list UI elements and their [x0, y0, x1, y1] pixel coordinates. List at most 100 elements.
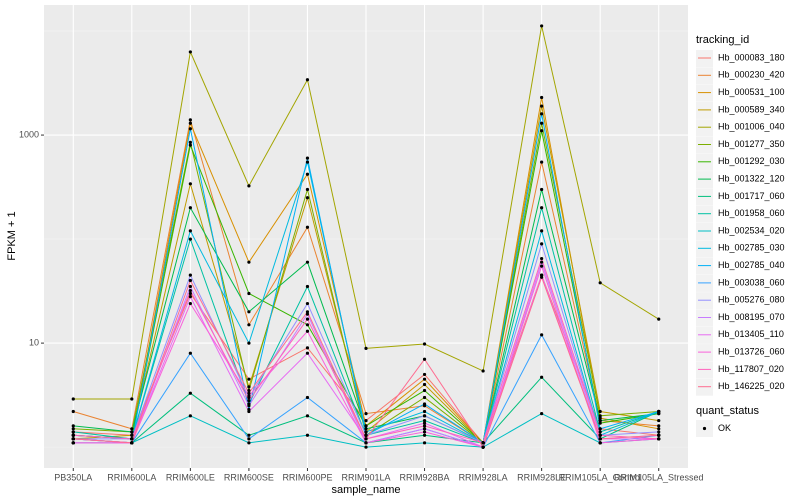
data-point — [305, 160, 310, 164]
data-point — [188, 351, 192, 355]
data-point — [540, 112, 544, 116]
data-point — [422, 424, 427, 428]
data-point — [305, 78, 310, 82]
legend-label: Hb_002785_040 — [718, 260, 785, 270]
data-point — [71, 424, 75, 428]
data-point — [130, 433, 134, 437]
data-point — [188, 288, 192, 293]
legend-label: Hb_003038_060 — [718, 277, 785, 287]
data-point — [247, 377, 251, 381]
data-point — [305, 225, 310, 229]
data-point — [188, 229, 192, 233]
data-point — [305, 323, 310, 327]
data-point — [364, 441, 368, 445]
data-point — [130, 427, 134, 431]
x-tick-label: RRIM928BA — [400, 472, 450, 482]
data-point — [598, 433, 602, 437]
data-point — [540, 229, 544, 233]
data-point — [247, 341, 251, 345]
data-point — [71, 397, 75, 401]
data-point — [422, 441, 427, 445]
data-point — [71, 427, 75, 431]
data-point — [657, 430, 661, 434]
y-axis-title: FPKM + 1 — [6, 211, 18, 260]
legend-label: Hb_002534_020 — [718, 225, 785, 235]
data-point — [130, 430, 134, 434]
data-point — [422, 414, 427, 418]
data-point — [305, 329, 310, 333]
data-point — [305, 196, 310, 200]
data-point — [188, 206, 192, 210]
data-point — [598, 281, 602, 285]
legend-label: Hb_013405_110 — [718, 329, 784, 339]
data-point — [422, 395, 427, 400]
data-point — [540, 160, 544, 164]
data-point — [540, 412, 544, 416]
data-point — [540, 129, 544, 133]
data-point — [422, 342, 427, 346]
data-point — [422, 382, 427, 387]
data-point — [130, 441, 134, 445]
data-point — [364, 346, 368, 350]
data-point — [422, 433, 427, 437]
legend-label: Hb_013726_060 — [718, 346, 785, 356]
data-point — [71, 430, 75, 434]
data-point — [598, 418, 602, 423]
data-point — [188, 414, 192, 418]
data-point — [422, 357, 427, 361]
data-point — [657, 317, 661, 321]
legend-label: Hb_001006_040 — [718, 122, 785, 132]
data-point — [657, 433, 661, 437]
data-point — [598, 427, 602, 431]
data-point — [598, 430, 602, 434]
x-tick-label: RRIM105LA_Control — [559, 472, 642, 482]
legend-title: tracking_id — [696, 34, 749, 46]
data-point — [71, 433, 75, 437]
data-point — [540, 121, 544, 125]
data-point — [364, 424, 368, 428]
data-point — [130, 397, 134, 401]
data-point — [247, 184, 251, 188]
data-point — [188, 278, 192, 283]
data-point — [364, 433, 368, 437]
data-point — [188, 301, 192, 306]
data-point — [364, 418, 368, 423]
data-point — [247, 323, 251, 327]
data-point — [598, 437, 602, 441]
data-point — [188, 121, 192, 125]
legend-label: Hb_117807_020 — [718, 364, 784, 374]
data-point — [247, 394, 251, 398]
data-point — [305, 156, 310, 160]
x-tick-label: RRIM600SE — [224, 472, 274, 482]
data-point — [540, 260, 544, 264]
data-point — [540, 275, 544, 279]
data-point — [130, 437, 134, 441]
data-point — [481, 445, 485, 449]
data-point — [657, 437, 661, 441]
legend-label: Hb_000083_180 — [718, 52, 785, 62]
data-point — [540, 242, 544, 246]
data-point — [364, 412, 368, 416]
data-point — [481, 369, 485, 373]
data-point — [422, 372, 427, 377]
data-point — [422, 388, 427, 393]
point-legend-title: quant_status — [696, 405, 759, 417]
legend-label: Hb_000589_340 — [718, 104, 785, 114]
data-point — [305, 310, 310, 314]
data-point — [540, 104, 544, 108]
data-point — [422, 427, 427, 431]
data-point — [247, 441, 251, 445]
data-point — [188, 294, 192, 299]
data-point — [188, 284, 192, 289]
data-point — [598, 416, 602, 420]
data-point — [364, 427, 368, 431]
data-point — [422, 430, 427, 434]
data-point — [364, 430, 368, 434]
legend-label: Hb_146225_020 — [718, 381, 785, 391]
data-point — [188, 273, 192, 277]
y-tick-label: 1000 — [19, 129, 39, 139]
x-tick-label: RRIM600PE — [282, 472, 332, 482]
data-point — [305, 301, 310, 306]
data-point — [364, 437, 368, 441]
